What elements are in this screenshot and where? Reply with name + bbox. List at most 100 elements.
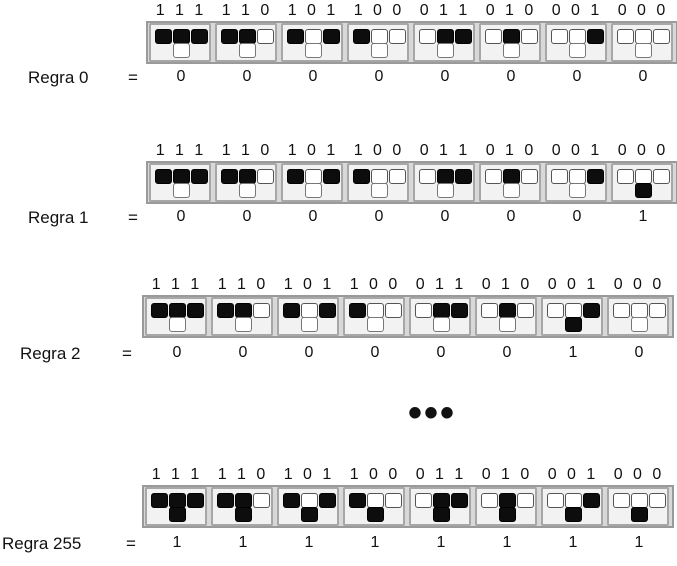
output-square — [503, 43, 520, 58]
neighbor-square — [257, 169, 274, 184]
pattern-header: 0 0 0 — [613, 466, 665, 483]
neighborhood-strip — [142, 295, 674, 338]
output-value: 0 — [370, 344, 380, 361]
pattern-header: 1 0 0 — [349, 466, 401, 483]
rule-group: 1 1 1 1 1 1 0 1 1 0 1 1 1 0 0 1 0 1 1 1 0 1 0 1 0 0 … — [0, 466, 677, 566]
output-value: 0 — [440, 208, 450, 225]
neighbor-square — [235, 303, 252, 318]
pattern-header: 1 1 1 — [151, 466, 203, 483]
rule-cell — [475, 297, 537, 336]
rule-cell — [145, 297, 207, 336]
neighbor-square — [653, 29, 670, 44]
neighbor-square — [371, 29, 388, 44]
output-square — [631, 317, 648, 332]
pattern-header: 1 0 1 — [287, 2, 339, 19]
output-value: 0 — [506, 68, 516, 85]
rule-cell — [413, 163, 475, 202]
output-square — [169, 317, 186, 332]
neighborhood-strip — [146, 21, 677, 64]
neighbor-square — [301, 493, 318, 508]
neighbor-square — [551, 169, 568, 184]
output-value: 0 — [308, 68, 318, 85]
pattern-header: 0 1 1 — [415, 466, 467, 483]
neighbor-square — [631, 303, 648, 318]
neighbor-square — [617, 169, 634, 184]
rule-cell — [347, 23, 409, 62]
rule-cell — [149, 23, 211, 62]
output-square — [433, 507, 450, 522]
neighbor-square — [367, 493, 384, 508]
neighbor-square — [485, 29, 502, 44]
pattern-header: 1 1 0 — [217, 466, 269, 483]
pattern-header: 1 0 1 — [287, 142, 339, 159]
output-value: 0 — [172, 344, 182, 361]
neighbor-square — [323, 29, 340, 44]
neighbor-square — [287, 29, 304, 44]
neighbor-square — [305, 169, 322, 184]
pattern-header: 0 1 0 — [481, 466, 533, 483]
neighbor-square — [485, 169, 502, 184]
output-square — [301, 317, 318, 332]
neighbor-square — [253, 493, 270, 508]
rule-label: Regra 2 — [20, 344, 81, 363]
output-value: 0 — [242, 208, 252, 225]
neighbor-square — [287, 169, 304, 184]
output-value: 0 — [374, 208, 384, 225]
neighbor-square — [187, 493, 204, 508]
neighbor-square — [613, 493, 630, 508]
pattern-header: 1 0 1 — [283, 466, 335, 483]
neighbor-square — [217, 493, 234, 508]
neighbor-square — [235, 493, 252, 508]
neighbor-square — [253, 303, 270, 318]
rule-cell — [611, 163, 673, 202]
neighbor-square — [283, 303, 300, 318]
equals-sign: = — [126, 534, 136, 553]
output-square — [433, 317, 450, 332]
pattern-header: 0 0 1 — [547, 466, 599, 483]
output-square — [173, 43, 190, 58]
output-value: 0 — [502, 344, 512, 361]
pattern-header: 0 1 1 — [419, 142, 471, 159]
neighbor-square — [583, 303, 600, 318]
pattern-header: 1 1 1 — [155, 2, 207, 19]
neighbor-square — [437, 29, 454, 44]
pattern-header: 1 1 1 — [151, 276, 203, 293]
output-square — [565, 507, 582, 522]
rule-cell — [409, 487, 471, 526]
rule-cell — [545, 163, 607, 202]
pattern-header: 0 0 0 — [613, 276, 665, 293]
output-value: 0 — [572, 208, 582, 225]
output-value: 0 — [242, 68, 252, 85]
rule-group: 1 1 1 0 1 1 0 0 1 0 1 0 1 0 0 0 0 1 1 0 0 1 0 0 0 0 … — [0, 142, 677, 242]
neighbor-square — [499, 303, 516, 318]
neighbor-square — [635, 29, 652, 44]
neighbor-square — [517, 493, 534, 508]
neighbor-square — [415, 493, 432, 508]
neighbor-square — [455, 169, 472, 184]
neighbor-square — [569, 29, 586, 44]
neighbor-square — [569, 169, 586, 184]
neighbor-square — [613, 303, 630, 318]
neighbor-square — [389, 29, 406, 44]
neighbor-square — [481, 493, 498, 508]
output-square — [499, 317, 516, 332]
output-square — [169, 507, 186, 522]
output-value: 1 — [370, 534, 380, 551]
pattern-header: 1 0 0 — [353, 2, 405, 19]
rule-cell — [281, 163, 343, 202]
pattern-header: 0 0 1 — [547, 276, 599, 293]
neighbor-square — [547, 493, 564, 508]
output-square — [305, 183, 322, 198]
pattern-header: 1 0 0 — [349, 276, 401, 293]
neighbor-square — [415, 303, 432, 318]
rule-cell — [479, 23, 541, 62]
pattern-header: 0 1 1 — [419, 2, 471, 19]
rule-cell — [347, 163, 409, 202]
neighbor-square — [587, 29, 604, 44]
neighbor-square — [191, 169, 208, 184]
neighbor-square — [257, 29, 274, 44]
rule-cell — [149, 163, 211, 202]
neighbor-square — [239, 169, 256, 184]
neighbor-square — [169, 303, 186, 318]
output-square — [367, 507, 384, 522]
